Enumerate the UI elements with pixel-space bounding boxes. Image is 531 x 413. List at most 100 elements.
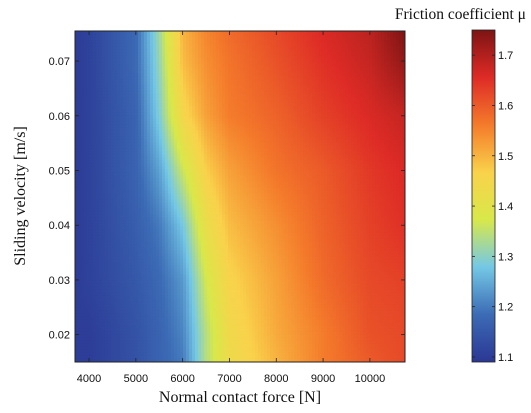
heatmap-cell bbox=[288, 109, 292, 113]
heatmap-cell bbox=[234, 121, 238, 125]
heatmap-cell bbox=[315, 31, 319, 35]
heatmap-cell bbox=[87, 61, 91, 65]
heatmap-cell bbox=[156, 31, 160, 35]
heatmap-cell bbox=[105, 142, 109, 146]
heatmap-cell bbox=[360, 34, 364, 38]
heatmap-cell bbox=[204, 55, 208, 59]
heatmap-cell bbox=[219, 154, 223, 158]
heatmap-cell bbox=[327, 142, 331, 146]
heatmap-cell bbox=[384, 115, 388, 119]
heatmap-cell bbox=[195, 160, 199, 164]
heatmap-cell bbox=[297, 67, 301, 71]
heatmap-cell bbox=[213, 82, 217, 86]
heatmap-cell bbox=[93, 109, 97, 113]
heatmap-cell bbox=[159, 73, 163, 77]
heatmap-cell bbox=[156, 109, 160, 113]
heatmap-cell bbox=[282, 55, 286, 59]
heatmap-cell bbox=[165, 31, 169, 35]
heatmap-cell bbox=[264, 109, 268, 113]
heatmap-cell bbox=[147, 100, 151, 104]
heatmap-cell bbox=[342, 157, 346, 161]
heatmap-cell bbox=[207, 91, 211, 95]
heatmap-cell bbox=[75, 115, 79, 119]
heatmap-cell bbox=[174, 109, 178, 113]
heatmap-cell bbox=[309, 94, 313, 98]
heatmap-cell bbox=[126, 139, 130, 143]
heatmap-cell bbox=[324, 61, 328, 65]
heatmap-cell bbox=[318, 40, 322, 44]
heatmap-cell bbox=[294, 55, 298, 59]
heatmap-cell bbox=[237, 88, 241, 92]
heatmap-cell bbox=[309, 154, 313, 158]
heatmap-cell bbox=[402, 145, 405, 149]
heatmap-cell bbox=[366, 43, 370, 47]
heatmap-cell bbox=[213, 73, 217, 77]
heatmap-cell bbox=[381, 40, 385, 44]
heatmap-cell bbox=[246, 46, 250, 50]
heatmap-cell bbox=[201, 94, 205, 98]
heatmap-cell bbox=[87, 40, 91, 44]
heatmap-cell bbox=[393, 79, 397, 83]
heatmap-cell bbox=[174, 64, 178, 68]
heatmap-cell bbox=[117, 61, 121, 65]
heatmap-cell bbox=[327, 160, 331, 164]
heatmap-cell bbox=[213, 49, 217, 53]
heatmap-cell bbox=[372, 52, 376, 56]
heatmap-cell bbox=[327, 67, 331, 71]
heatmap-cell bbox=[384, 136, 388, 140]
heatmap-cell bbox=[375, 85, 379, 89]
heatmap-cell bbox=[75, 142, 79, 146]
heatmap-cell bbox=[360, 115, 364, 119]
heatmap-cell bbox=[192, 37, 196, 41]
heatmap-cell bbox=[201, 148, 205, 152]
heatmap-cell bbox=[390, 133, 394, 137]
heatmap-cell bbox=[171, 118, 175, 122]
heatmap-cell bbox=[381, 145, 385, 149]
heatmap-cell bbox=[243, 127, 247, 131]
heatmap-cell bbox=[357, 61, 361, 65]
heatmap-cell bbox=[399, 109, 403, 113]
heatmap-cell bbox=[243, 115, 247, 119]
heatmap-cell bbox=[258, 58, 262, 62]
heatmap-cell bbox=[264, 49, 268, 53]
heatmap-cell bbox=[294, 115, 298, 119]
heatmap-cell bbox=[177, 142, 181, 146]
heatmap-cell bbox=[186, 133, 190, 137]
heatmap-cell bbox=[234, 127, 238, 131]
heatmap-cell bbox=[366, 70, 370, 74]
heatmap-cell bbox=[381, 70, 385, 74]
heatmap-cell bbox=[297, 70, 301, 74]
heatmap-cell bbox=[393, 82, 397, 86]
heatmap-cell bbox=[243, 148, 247, 152]
heatmap-cell bbox=[333, 163, 337, 168]
heatmap-cell bbox=[252, 130, 256, 134]
heatmap-cell bbox=[114, 130, 118, 134]
heatmap-cell bbox=[78, 115, 82, 119]
heatmap-cell bbox=[288, 130, 292, 134]
heatmap-cell bbox=[330, 106, 334, 110]
heatmap-cell bbox=[282, 100, 286, 104]
heatmap-cell bbox=[180, 49, 184, 53]
heatmap-cell bbox=[219, 103, 223, 107]
heatmap-cell bbox=[102, 118, 106, 122]
heatmap-cell bbox=[123, 136, 127, 140]
heatmap-cell bbox=[369, 115, 373, 119]
heatmap-cell bbox=[111, 67, 115, 71]
heatmap-cell bbox=[195, 46, 199, 50]
heatmap-cell bbox=[330, 148, 334, 152]
heatmap-cell bbox=[168, 133, 172, 137]
heatmap-cell bbox=[291, 142, 295, 146]
heatmap-cell bbox=[279, 64, 283, 68]
heatmap-cell bbox=[264, 46, 268, 50]
heatmap-cell bbox=[213, 115, 217, 119]
heatmap-cell bbox=[183, 112, 187, 116]
heatmap-cell bbox=[90, 151, 94, 155]
heatmap-cell bbox=[177, 91, 181, 95]
heatmap-cell bbox=[267, 61, 271, 65]
heatmap-cell bbox=[81, 106, 85, 110]
heatmap-cell bbox=[174, 166, 178, 171]
heatmap-cell bbox=[132, 136, 136, 140]
heatmap-cell bbox=[375, 37, 379, 41]
heatmap-cell bbox=[153, 40, 157, 44]
heatmap-cell bbox=[132, 97, 136, 101]
